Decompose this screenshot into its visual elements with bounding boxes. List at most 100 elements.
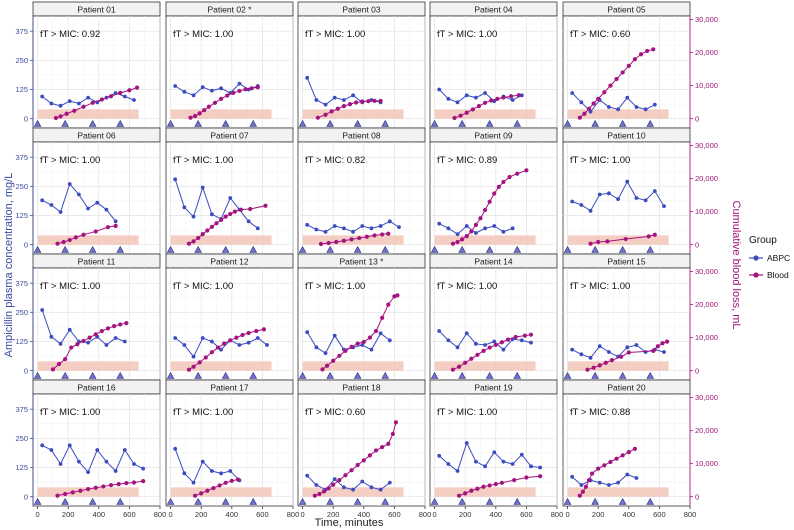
panel-9: Patient 09 fT > MIC: 0.89 — [429, 127, 558, 255]
blood-point — [232, 209, 237, 214]
abpc-point — [446, 338, 451, 343]
blood-point — [202, 107, 207, 113]
abpc-point — [607, 483, 611, 487]
abpc-point — [616, 107, 620, 112]
blood-point — [90, 100, 95, 105]
abpc-point — [210, 212, 214, 217]
abpc-point — [67, 99, 72, 104]
x-tick-label: 600 — [653, 510, 666, 519]
abpc-point — [643, 198, 648, 203]
blood-point — [646, 234, 651, 239]
panel-15: Patient 15 fT > MIC: 1.00 0 10,000 20,000 30,… — [562, 253, 718, 381]
dose-marker — [430, 497, 439, 505]
dose-marker — [326, 119, 334, 127]
panel-12: Patient 12 fT > MIC: 1.00 — [165, 253, 294, 381]
abpc-point — [529, 340, 533, 345]
mic-band — [37, 361, 139, 371]
abpc-point — [455, 469, 460, 473]
abpc-point — [634, 343, 639, 347]
abpc-point — [67, 182, 72, 186]
abpc-point — [455, 232, 460, 237]
y-right-tick-label: 10,000 — [695, 459, 718, 468]
abpc-point — [122, 339, 127, 344]
dose-marker — [61, 119, 69, 127]
legend-title: Group — [749, 235, 777, 246]
y-axis-left: 0 125 250 375 — [15, 142, 34, 254]
abpc-point — [464, 331, 469, 336]
panel-label: Patient 01 — [77, 4, 116, 14]
blood-point — [228, 338, 233, 343]
y-axis-right: 0 10,000 20,000 30,000 — [689, 393, 718, 506]
mic-band — [37, 235, 139, 245]
y-left-tick-label: 375 — [15, 279, 28, 288]
abpc-point — [342, 485, 346, 490]
blood-point — [243, 87, 248, 92]
dose-marker — [116, 245, 125, 253]
dose-marker — [646, 245, 655, 253]
abpc-line — [41, 444, 144, 474]
x-axis-title: Time, minutes — [315, 517, 384, 529]
ft-mic-annotation: fT > MIC: 1.00 — [173, 155, 233, 166]
blood-point — [237, 88, 242, 94]
abpc-point — [323, 351, 328, 356]
blood-point — [261, 327, 267, 332]
blood-point — [235, 477, 241, 482]
y-left-tick-label: 250 — [15, 434, 28, 443]
y-right-tick-label: 20,000 — [695, 426, 718, 435]
abpc-point — [474, 459, 478, 464]
blood-point — [386, 302, 391, 307]
abpc-point — [86, 206, 90, 211]
blood-point — [367, 453, 373, 458]
blood-point — [373, 448, 379, 453]
blood-point — [496, 184, 501, 189]
abpc-point — [104, 343, 109, 347]
blood-point — [206, 104, 211, 109]
y-left-tick-label: 375 — [15, 27, 28, 36]
blood-point — [596, 466, 601, 471]
abpc-point — [113, 469, 118, 473]
blood-point — [608, 459, 613, 465]
blood-point — [380, 445, 385, 450]
abpc-point — [332, 333, 337, 338]
y-left-tick-label: 0 — [24, 492, 28, 501]
dose-marker — [458, 371, 466, 379]
blood-point — [589, 471, 595, 476]
x-tick-label: 800 — [154, 510, 167, 519]
panel-4: Patient 04 fT > MIC: 1.00 — [429, 1, 558, 129]
panel-5: Patient 05 fT > MIC: 0.60 0 10,000 20,000 30,… — [562, 1, 718, 129]
panel-8: Patient 08 fT > MIC: 0.82 — [297, 127, 426, 255]
dose-marker — [591, 497, 599, 505]
blood-point — [602, 463, 607, 468]
ft-mic-annotation: fT > MIC: 1.00 — [437, 281, 497, 292]
blood-point — [619, 354, 624, 359]
blood-point — [318, 241, 324, 247]
abpc-point — [492, 224, 497, 228]
abpc-point — [332, 224, 337, 228]
blood-point — [192, 493, 198, 498]
blood-point — [608, 83, 613, 88]
dose-marker — [591, 245, 599, 253]
blood-point — [205, 488, 210, 493]
abpc-point — [437, 329, 442, 333]
blood-point — [263, 203, 268, 208]
blood-point — [652, 232, 657, 237]
abpc-point — [634, 105, 639, 109]
blood-point — [450, 367, 456, 372]
y-right-tick-label: 0 — [695, 492, 699, 501]
x-axis: 0 200 400 600 800 — [433, 506, 563, 519]
abpc-point — [265, 343, 269, 347]
abpc-point — [342, 98, 346, 102]
y-left-tick-label: 375 — [15, 153, 28, 162]
dose-marker — [116, 497, 125, 505]
abpc-point — [369, 485, 374, 490]
panel-label: Patient 04 — [474, 4, 513, 14]
blood-point — [626, 350, 631, 355]
x-tick-label: 200 — [62, 510, 75, 519]
y-axis-right: 0 10,000 20,000 30,000 — [689, 141, 718, 254]
blood-point — [192, 113, 198, 119]
dose-marker — [485, 371, 494, 379]
abpc-point — [369, 226, 374, 231]
blood-point — [186, 367, 192, 372]
dose-marker — [221, 497, 230, 505]
ft-mic-annotation: fT > MIC: 1.00 — [40, 407, 100, 418]
